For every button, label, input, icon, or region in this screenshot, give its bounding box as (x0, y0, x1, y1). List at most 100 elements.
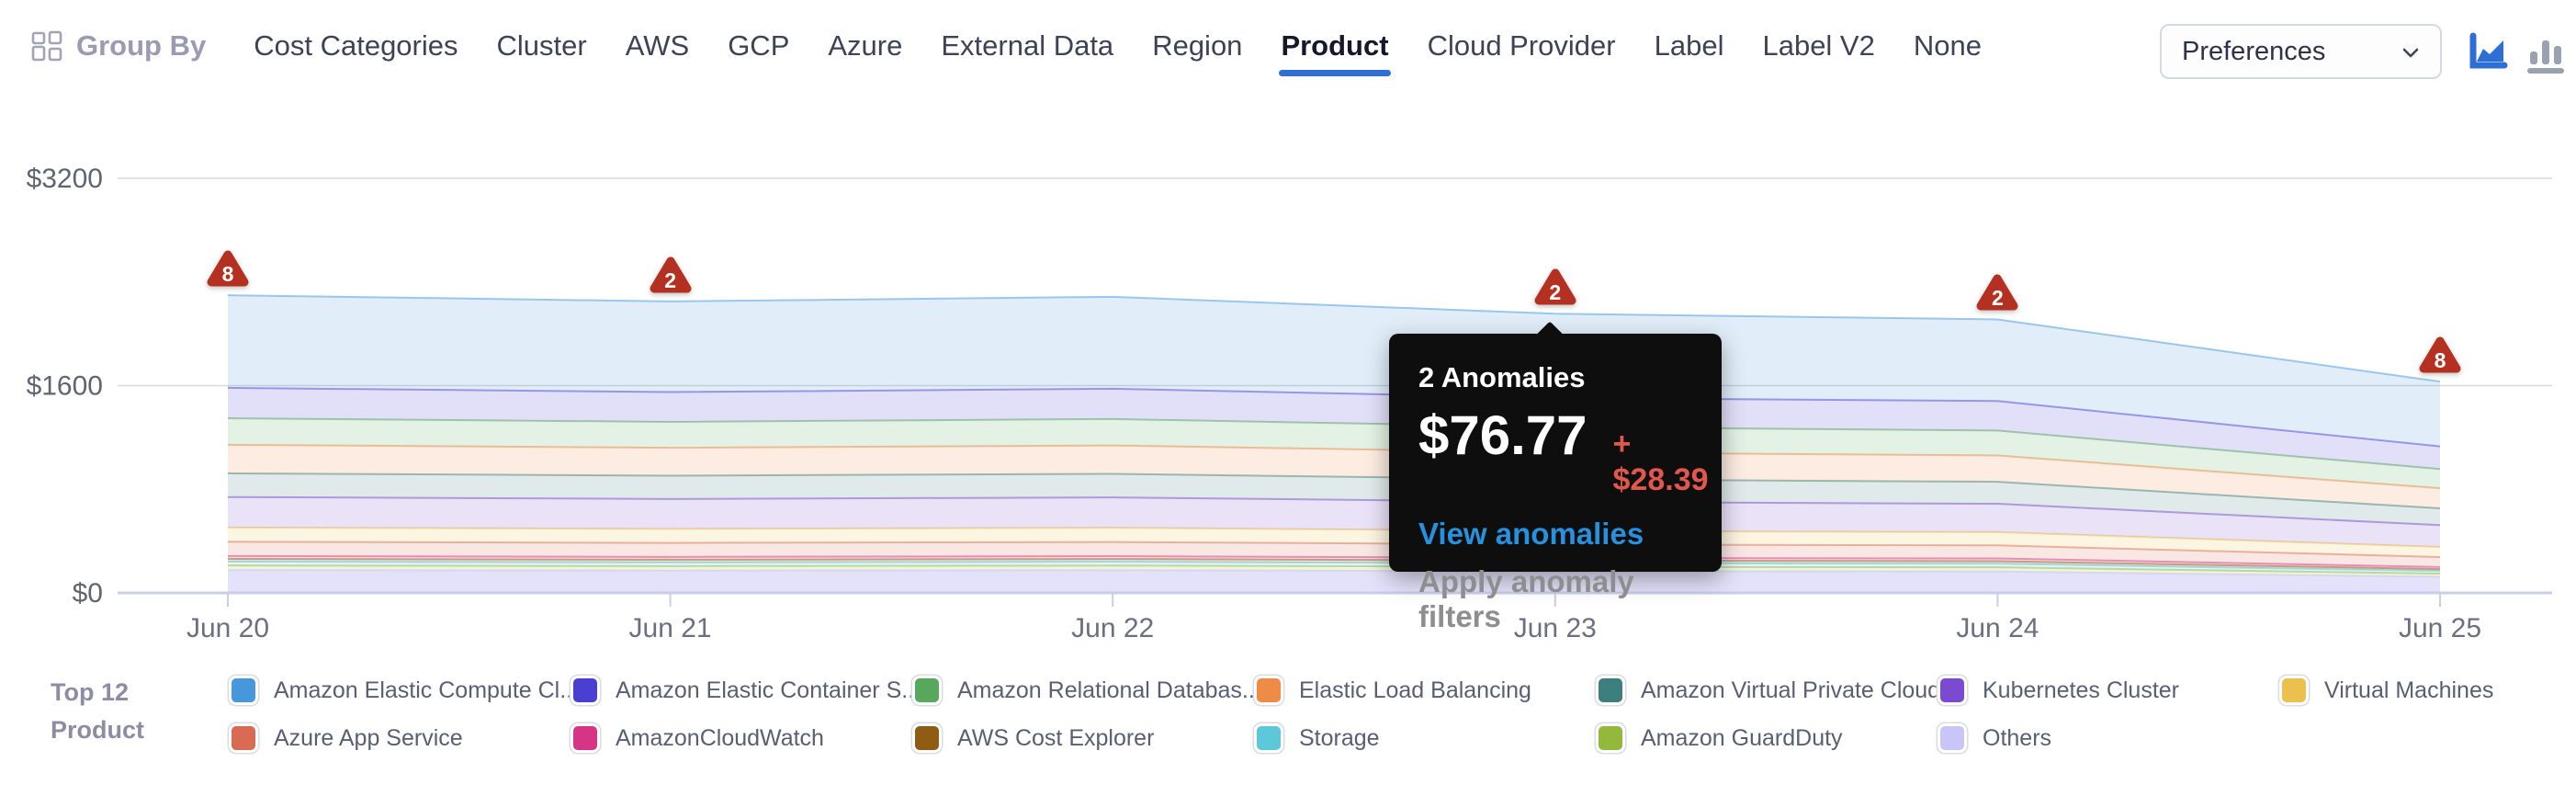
warning-triangle-icon (2419, 336, 2461, 373)
legend-swatch (229, 723, 258, 753)
area-band-edge (227, 294, 2441, 383)
area-band-storage[interactable] (228, 562, 2440, 575)
legend-item-label: AmazonCloudWatch (616, 724, 824, 751)
legend-item-label: Kubernetes Cluster (1983, 677, 2180, 703)
legend-swatch (1254, 676, 1283, 705)
legend-item[interactable]: Amazon Virtual Private Cloud (1596, 672, 1940, 709)
chart-type-switch (2466, 31, 2567, 78)
preferences-label: Preferences (2182, 36, 2326, 66)
tab-gcp[interactable]: GCP (728, 29, 790, 62)
legend-swatch (1938, 723, 1967, 753)
area-band-edge (227, 554, 2441, 568)
area-band-amazon-guardduty[interactable] (228, 565, 2440, 577)
legend-item[interactable]: Kubernetes Cluster (1938, 672, 2179, 709)
tooltip-value: $76.77 (1418, 404, 1587, 466)
legend-swatch (1596, 723, 1625, 753)
legend-swatch (1596, 676, 1625, 705)
legend-item-label: Storage (1299, 724, 1380, 751)
area-band-virtual-machines[interactable] (228, 527, 2440, 557)
anomaly-marker-jun-24[interactable]: 2 (1976, 271, 2018, 313)
group-by-label-block: Group By (30, 29, 206, 63)
x-axis-label: Jun 24 (1956, 613, 2039, 643)
legend-item[interactable]: Storage (1254, 720, 1380, 757)
legend-item-label: Others (1983, 724, 2052, 751)
tab-cloud-provider[interactable]: Cloud Provider (1427, 29, 1616, 62)
legend-item[interactable]: Azure App Service (229, 720, 463, 757)
legend-item[interactable]: AmazonCloudWatch (571, 720, 824, 757)
tab-aws[interactable]: AWS (625, 29, 690, 62)
x-axis-label: Jun 25 (2399, 613, 2481, 643)
grid-icon (30, 29, 63, 63)
tab-cluster[interactable]: Cluster (496, 29, 587, 62)
x-axis-label: Jun 20 (186, 613, 269, 643)
legend-item-label: Azure App Service (274, 724, 463, 751)
y-axis-label: $1600 (27, 371, 103, 402)
bar-chart-icon[interactable] (2525, 31, 2567, 78)
legend-item-label: Amazon Virtual Private Cloud (1641, 677, 1941, 703)
legend-item[interactable]: Amazon Relational Databas... (912, 672, 1261, 709)
area-band-elastic-load-balancing[interactable] (228, 444, 2440, 508)
legend-item-label: Elastic Load Balancing (1299, 677, 1531, 703)
chevron-down-icon (2401, 37, 2420, 67)
area-band-amazon-relational-databas-[interactable] (228, 418, 2440, 489)
area-band-edge (227, 526, 2441, 548)
tab-product[interactable]: Product (1279, 29, 1391, 76)
anomaly-marker-jun-20[interactable]: 8 (207, 247, 249, 290)
group-by-tabs: Cost Categories Cluster AWS GCP Azure Ex… (254, 29, 1982, 76)
area-band-edge (227, 569, 2441, 578)
legend-item[interactable]: Elastic Load Balancing (1254, 672, 1531, 709)
tab-label-v2[interactable]: Label V2 (1762, 29, 1875, 62)
area-band-edge (227, 557, 2441, 571)
group-by-label: Group By (76, 29, 207, 62)
legend-item-label: Amazon GuardDuty (1641, 724, 1843, 751)
area-band-azure-app-service[interactable] (228, 541, 2440, 567)
area-band-amazon-elastic-container-s-[interactable] (228, 387, 2440, 470)
tab-azure[interactable]: Azure (828, 29, 903, 62)
warning-triangle-icon (207, 250, 249, 287)
legend-item-label: AWS Cost Explorer (957, 724, 1155, 751)
view-anomalies-link[interactable]: View anomalies (1418, 517, 1644, 551)
legend-swatch (912, 676, 942, 705)
anomaly-marker-jun-23[interactable]: 2 (1534, 266, 1576, 308)
area-chart-icon[interactable] (2466, 31, 2508, 78)
anomaly-marker-jun-21[interactable]: 2 (650, 254, 692, 296)
legend-swatch (912, 723, 942, 753)
legend-item[interactable]: AWS Cost Explorer (912, 720, 1154, 757)
tab-region[interactable]: Region (1152, 29, 1243, 62)
legend-item-label: Amazon Elastic Compute Cl... (274, 677, 580, 703)
area-band-edge (227, 443, 2441, 490)
anomaly-marker-jun-25[interactable]: 8 (2419, 334, 2461, 376)
tab-label[interactable]: Label (1654, 29, 1724, 62)
apply-anomaly-filters-link[interactable]: Apply anomaly filters (1418, 564, 1634, 633)
area-band-edge (227, 561, 2441, 573)
legend-swatch (1938, 676, 1967, 705)
area-band-amazon-virtual-private-cloud[interactable] (228, 472, 2440, 526)
legend-item-label: Amazon Elastic Container S... (616, 677, 921, 703)
legend-item-label: Amazon Relational Databas... (957, 677, 1261, 703)
legend-item[interactable]: Virtual Machines (2279, 672, 2493, 709)
tab-external-data[interactable]: External Data (941, 29, 1114, 62)
legend-item[interactable]: Others (1938, 720, 2051, 757)
legend-item[interactable]: Amazon Elastic Container S... (571, 672, 921, 709)
anomaly-tooltip: 2 Anomalies $76.77 + $28.39 View anomali… (1389, 321, 1722, 633)
area-band-amazoncloudwatch[interactable] (228, 555, 2440, 570)
area-band-kubernetes-cluster[interactable] (228, 496, 2440, 547)
tab-none[interactable]: None (1913, 29, 1982, 62)
legend-item[interactable]: Amazon GuardDuty (1596, 720, 1843, 757)
preferences-dropdown[interactable]: Preferences (2160, 24, 2442, 79)
legend-swatch (1254, 723, 1283, 753)
legend-swatch (2279, 676, 2309, 705)
tooltip-delta: + $28.39 (1612, 427, 1709, 497)
area-band-amazon-elastic-compute-cl-[interactable] (228, 295, 2440, 447)
anomaly-count: 8 (221, 262, 234, 287)
area-band-others[interactable] (228, 570, 2440, 593)
tab-cost-categories[interactable]: Cost Categories (254, 29, 458, 62)
anomaly-count: 2 (664, 267, 676, 292)
y-axis-label: $0 (73, 578, 103, 609)
legend-title: Top 12 Product (51, 674, 144, 749)
area-band-edge (227, 472, 2441, 509)
x-axis-label: Jun 23 (1514, 613, 1597, 643)
legend-item[interactable]: Amazon Elastic Compute Cl... (229, 672, 579, 709)
